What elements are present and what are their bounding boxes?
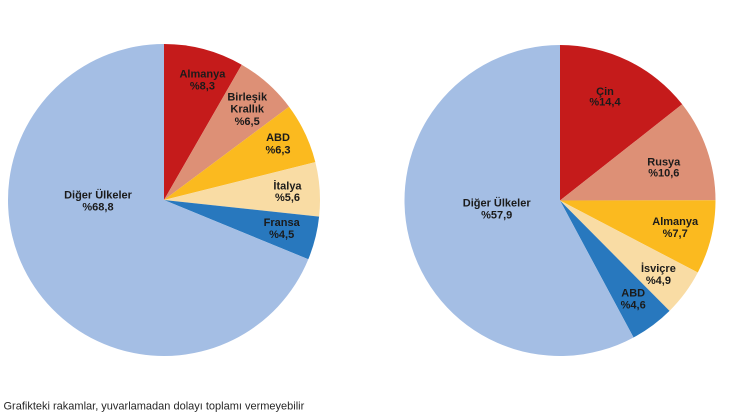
svg-text:Almanya: Almanya xyxy=(652,216,699,228)
svg-text:Rusya: Rusya xyxy=(647,157,681,169)
svg-text:%7,7: %7,7 xyxy=(663,228,688,240)
svg-text:%6,5: %6,5 xyxy=(235,116,260,128)
svg-text:%4,6: %4,6 xyxy=(621,300,646,312)
svg-text:Almanya: Almanya xyxy=(179,68,226,80)
svg-text:Krallık: Krallık xyxy=(230,104,265,116)
svg-text:%68,8: %68,8 xyxy=(82,202,113,214)
svg-text:Çin: Çin xyxy=(596,86,614,98)
svg-text:İtalya: İtalya xyxy=(273,180,302,193)
svg-text:%6,3: %6,3 xyxy=(265,144,290,156)
svg-text:%5,6: %5,6 xyxy=(275,192,300,204)
svg-text:%57,9: %57,9 xyxy=(481,210,512,222)
svg-text:Grafikteki rakamlar, yuvarlama: Grafikteki rakamlar, yuvarlamadan dolayı… xyxy=(4,401,305,413)
svg-text:Diğer Ülkeler: Diğer Ülkeler xyxy=(463,196,532,209)
svg-text:%14,4: %14,4 xyxy=(589,97,621,109)
svg-text:Fransa: Fransa xyxy=(264,217,301,229)
svg-text:İsviçre: İsviçre xyxy=(641,262,676,275)
svg-text:%4,5: %4,5 xyxy=(269,229,294,241)
svg-text:ABD: ABD xyxy=(621,288,645,300)
svg-text:Birleşik: Birleşik xyxy=(227,91,268,103)
svg-text:Diğer Ülkeler: Diğer Ülkeler xyxy=(64,188,133,201)
svg-text:%4,9: %4,9 xyxy=(646,275,671,287)
svg-text:%8,3: %8,3 xyxy=(190,81,215,93)
svg-text:ABD: ABD xyxy=(266,132,290,144)
svg-text:%10,6: %10,6 xyxy=(648,168,679,180)
